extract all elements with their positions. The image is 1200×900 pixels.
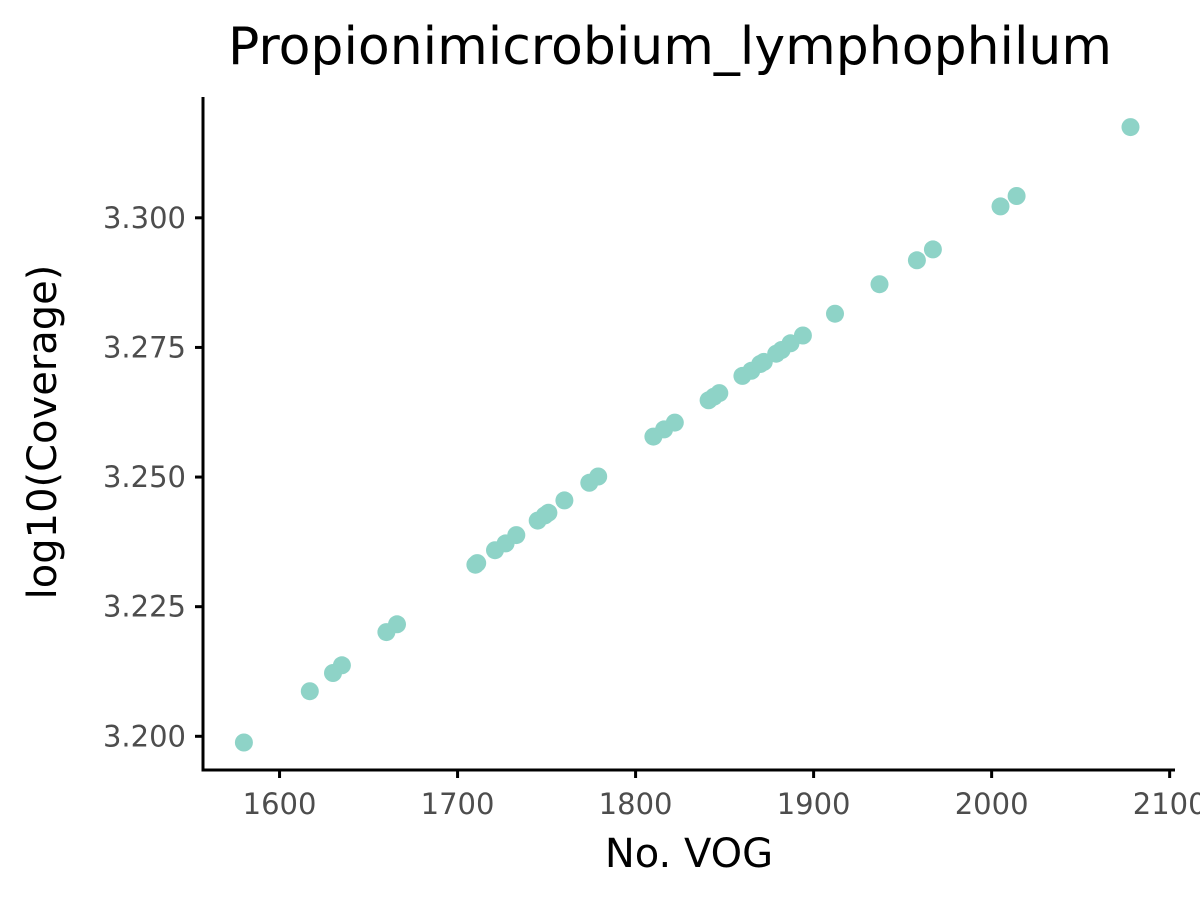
data-point: [991, 197, 1010, 216]
data-point: [923, 240, 942, 259]
data-point: [665, 413, 684, 432]
data-point: [589, 467, 608, 486]
y-axis-ticks: 3.200 3.225 3.250 3.275 3.300: [103, 201, 203, 753]
x-tick-label: 1600: [243, 787, 317, 821]
x-tick-label: 2000: [955, 787, 1029, 821]
data-point: [826, 304, 844, 323]
data-points: [234, 118, 1140, 752]
x-tick-label: 2100: [1133, 787, 1200, 821]
data-point: [907, 251, 926, 270]
x-tick-label: 1700: [421, 787, 495, 821]
x-axis-ticks: 1600 1700 1800 1900 2000 2100: [243, 770, 1200, 821]
x-tick-label: 1900: [777, 787, 851, 821]
data-point: [1121, 118, 1140, 137]
y-axis-label: log10(Coverage): [20, 265, 66, 600]
x-tick-label: 1800: [599, 787, 673, 821]
x-axis-label: No. VOG: [605, 831, 773, 877]
y-tick-label: 3.300: [103, 201, 186, 235]
y-tick-label: 3.200: [103, 719, 186, 753]
data-point: [710, 384, 729, 403]
data-point: [468, 554, 487, 573]
data-point: [388, 615, 406, 634]
y-tick-label: 3.225: [103, 590, 186, 624]
y-tick-label: 3.250: [103, 460, 186, 494]
data-point: [332, 656, 351, 675]
y-tick-label: 3.275: [103, 330, 186, 364]
data-point: [793, 326, 812, 345]
data-point: [555, 491, 574, 510]
data-point: [234, 733, 253, 752]
data-point: [870, 275, 889, 294]
data-point: [300, 682, 319, 701]
data-point: [507, 526, 526, 545]
data-point: [539, 503, 558, 522]
chart-title: Propionimicrobium_lymphophilum: [228, 17, 1112, 77]
data-point: [1007, 187, 1026, 205]
